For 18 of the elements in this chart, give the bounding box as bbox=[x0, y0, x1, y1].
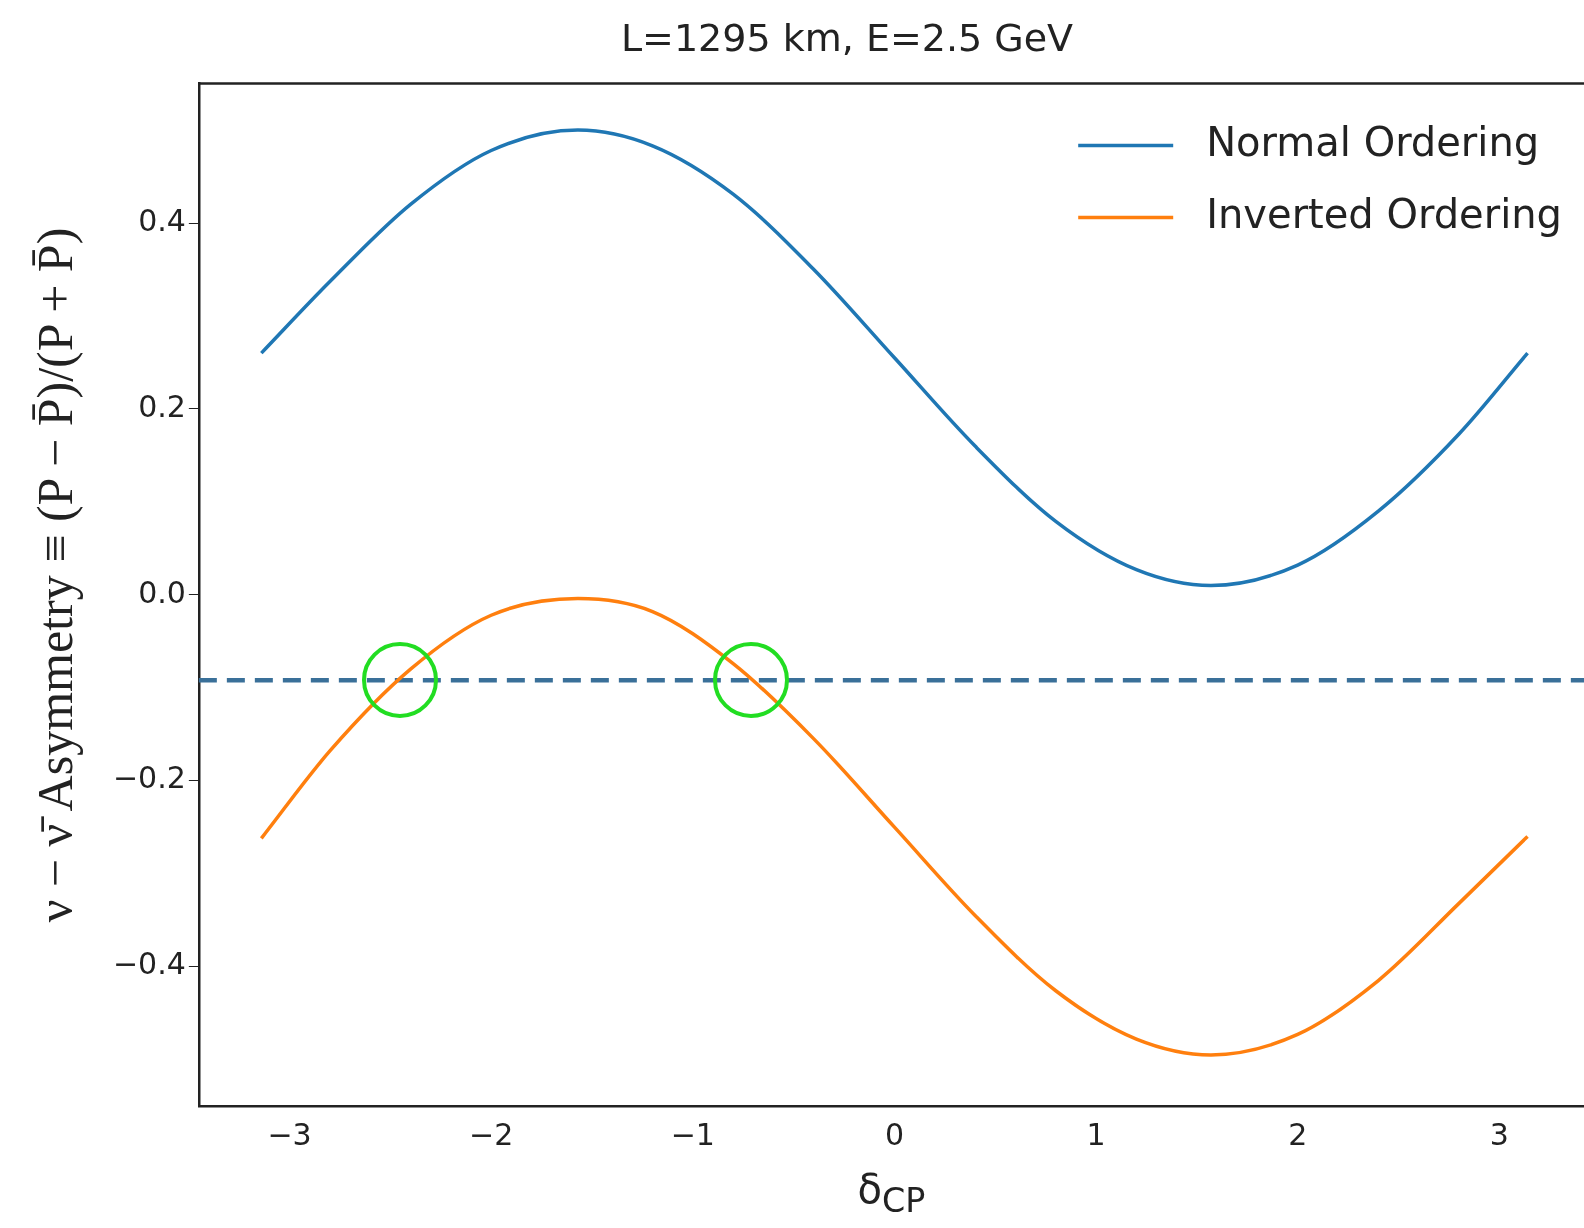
y-tick-label: −0.2 bbox=[112, 760, 186, 796]
y-tick-label: 0.2 bbox=[138, 388, 186, 424]
y-axis-title: ν − ν̄ Asymmetry ≡ (P − P̄)/(P + P̄) bbox=[25, 227, 84, 923]
x-axis-title: δ$_{CP}$ bbox=[857, 1166, 926, 1220]
x-tick-label: −1 bbox=[670, 1116, 715, 1152]
line-series bbox=[259, 596, 1530, 1057]
chart-title: L=1295 km, E=2.5 GeV bbox=[620, 15, 1074, 60]
x-tick-label: −3 bbox=[267, 1116, 312, 1152]
legend-label: Normal Ordering bbox=[1206, 118, 1540, 165]
legend-label: Inverted Ordering bbox=[1206, 190, 1563, 237]
y-tick-label: 0.0 bbox=[138, 574, 186, 610]
x-tick-label: 1 bbox=[1086, 1116, 1106, 1152]
y-tick-label: −0.4 bbox=[112, 946, 186, 982]
x-tick-label: 3 bbox=[1489, 1116, 1509, 1152]
y-tick-label: 0.4 bbox=[138, 202, 186, 238]
x-tick-label: 0 bbox=[884, 1116, 904, 1152]
x-tick-label: −2 bbox=[469, 1116, 514, 1152]
x-tick-label: 2 bbox=[1288, 1116, 1308, 1152]
